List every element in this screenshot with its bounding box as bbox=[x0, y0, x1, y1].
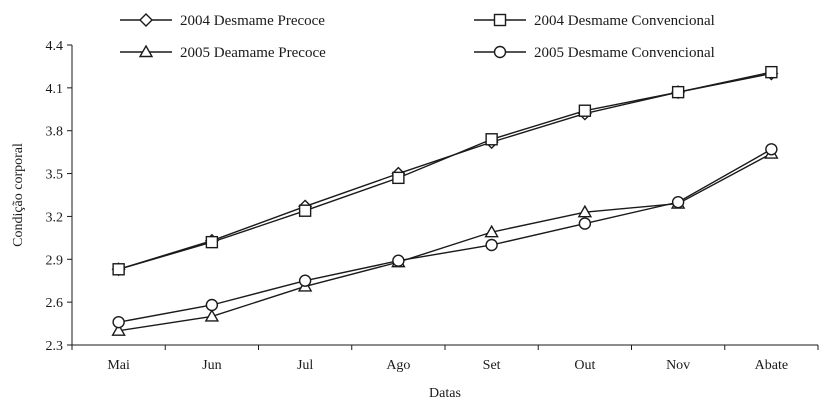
legend-item: 2004 Desmame Precoce bbox=[120, 13, 325, 29]
data-point-triangle bbox=[484, 224, 499, 238]
y-tick-label: 3.8 bbox=[46, 125, 64, 140]
data-point-square bbox=[671, 85, 685, 99]
x-tick-label: Out bbox=[574, 358, 595, 373]
legend-marker-triangle bbox=[138, 44, 154, 58]
y-tick-label: 2.9 bbox=[46, 253, 64, 268]
data-point-circle bbox=[765, 143, 778, 156]
data-point-triangle bbox=[111, 323, 126, 336]
data-point-square bbox=[485, 133, 498, 146]
x-tick-label: Abate bbox=[755, 358, 788, 373]
data-point-square bbox=[298, 204, 312, 217]
data-point-triangle bbox=[577, 204, 593, 218]
legend-label: 2004 Desmame Convencional bbox=[534, 13, 715, 29]
y-tick-label: 4.1 bbox=[46, 82, 64, 97]
plot-area bbox=[111, 65, 779, 336]
x-tick-label: Jun bbox=[202, 358, 221, 373]
series-2 bbox=[112, 65, 778, 276]
data-point-circle bbox=[205, 298, 219, 312]
series-line bbox=[118, 148, 772, 323]
legend-item: 2005 Desmame Convencional bbox=[474, 45, 715, 61]
legend-item: 2005 Deamame Precoce bbox=[120, 44, 326, 61]
data-point-circle bbox=[298, 274, 312, 287]
legend-label: 2004 Desmame Precoce bbox=[180, 13, 325, 29]
series-line bbox=[118, 71, 772, 270]
y-tick-label: 3.2 bbox=[46, 210, 64, 225]
data-point-square bbox=[205, 235, 219, 249]
data-point-circle bbox=[671, 195, 685, 209]
y-tick-label: 2.6 bbox=[46, 296, 64, 311]
legend-item: 2004 Desmame Convencional bbox=[474, 13, 715, 29]
data-point-square bbox=[765, 65, 778, 79]
legend-label: 2005 Deamame Precoce bbox=[180, 45, 326, 61]
y-axis-title: Condição corporal bbox=[11, 143, 26, 247]
data-point-circle bbox=[578, 217, 592, 230]
x-tick-label: Set bbox=[483, 358, 501, 373]
data-point-square bbox=[112, 263, 125, 276]
legend-marker-circle bbox=[493, 45, 507, 59]
x-tick-label: Jul bbox=[297, 358, 313, 373]
legend-marker-diamond bbox=[139, 13, 153, 27]
legend: 2004 Desmame Precoce 2004 Desmame Convenc… bbox=[120, 13, 715, 61]
x-tick-label: Ago bbox=[386, 358, 410, 373]
x-ticks: Mai Jun Jul Ago Set Out Nov Abate bbox=[71, 345, 819, 373]
y-tick-label: 3.5 bbox=[46, 168, 64, 183]
data-point-circle bbox=[392, 254, 405, 267]
x-axis-title: Datas bbox=[429, 386, 461, 401]
y-ticks: 2.3 2.6 2.9 3.2 3.5 3.8 4.1 4.4 bbox=[46, 39, 72, 354]
legend-label: 2005 Desmame Convencional bbox=[534, 45, 715, 61]
data-point-square bbox=[578, 104, 592, 117]
x-tick-label: Nov bbox=[666, 358, 690, 373]
series-4 bbox=[112, 143, 778, 329]
axes: 2.3 2.6 2.9 3.2 3.5 3.8 4.1 4.4 Mai Jun Jul Ago Set… bbox=[11, 39, 819, 401]
data-point-triangle bbox=[204, 309, 220, 322]
data-point-circle bbox=[112, 315, 125, 329]
y-tick-label: 4.4 bbox=[46, 39, 64, 54]
data-point-circle bbox=[485, 238, 498, 252]
y-tick-label: 2.3 bbox=[46, 339, 64, 354]
data-point-square bbox=[392, 171, 405, 185]
x-tick-label: Mai bbox=[107, 358, 130, 373]
legend-marker-square bbox=[493, 13, 507, 27]
